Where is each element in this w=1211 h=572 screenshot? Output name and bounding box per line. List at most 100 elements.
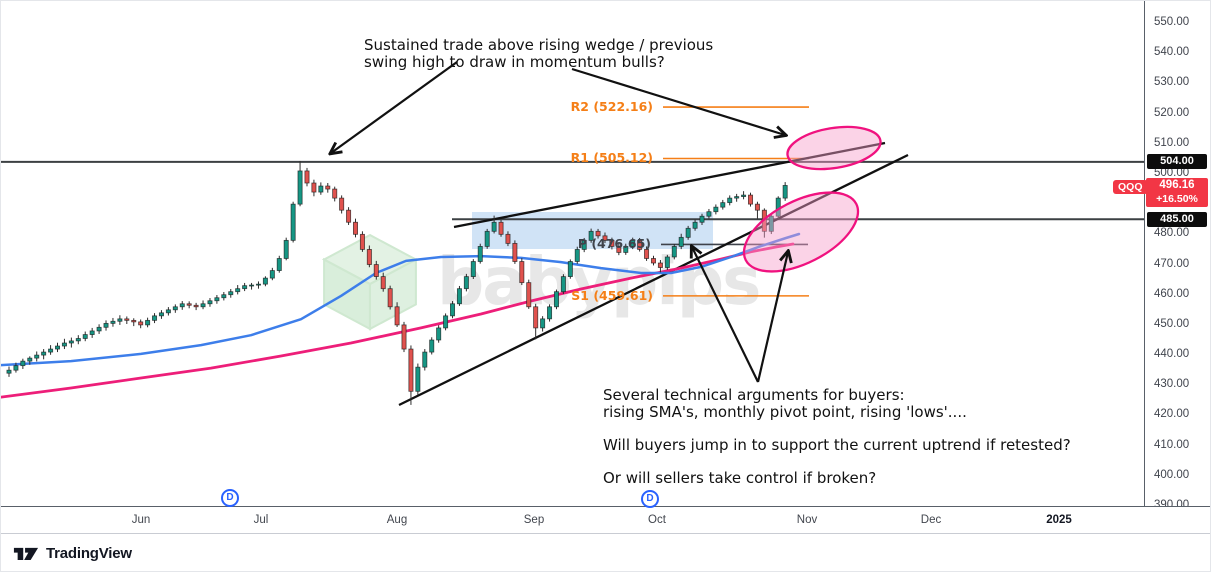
time-axis[interactable]: Jun Jul Aug Sep Oct Nov Dec 2025 — [1, 506, 1210, 534]
candle — [754, 203, 760, 211]
candle — [75, 338, 81, 342]
annotation-note-top[interactable]: Sustained trade above rising wedge / pre… — [364, 36, 714, 71]
candle — [401, 324, 407, 350]
candle — [415, 366, 421, 392]
candle — [429, 339, 435, 353]
price-axis[interactable]: 550.00540.00530.00520.00510.00500.00490.… — [1144, 1, 1210, 534]
candle — [491, 221, 497, 232]
candle — [103, 322, 109, 328]
candle — [602, 235, 608, 241]
level-price-badge-485.00: 485.00 — [1147, 211, 1207, 227]
candle — [283, 239, 289, 259]
candle — [547, 306, 553, 320]
time-label-nov: Nov — [796, 514, 818, 526]
candle — [560, 276, 566, 293]
candle — [61, 342, 67, 347]
zone-highlight-box[interactable] — [472, 212, 713, 249]
time-label-jul: Jul — [253, 514, 269, 526]
price-tick-510: 510.00 — [1154, 136, 1190, 149]
pivot-label-r1: R1 (505.12) — [570, 150, 653, 166]
watermark-text: babypips — [437, 243, 761, 320]
candlestick-series — [6, 160, 788, 405]
candle — [470, 261, 476, 277]
candle — [228, 291, 234, 296]
candle — [117, 318, 123, 322]
arrow-annotation[interactable] — [571, 67, 785, 135]
candle — [394, 306, 400, 326]
candle — [422, 351, 428, 368]
candle — [408, 348, 414, 392]
candle — [533, 306, 539, 329]
candle — [540, 318, 546, 329]
price-tick-550: 550.00 — [1154, 16, 1190, 28]
candle — [616, 246, 622, 253]
arrow-annotation[interactable] — [692, 247, 759, 383]
annotation-note-bottom[interactable]: Several technical arguments for buyers: … — [603, 386, 1071, 487]
candle — [387, 288, 393, 308]
arrow-annotation[interactable] — [756, 252, 788, 383]
pivot-label-r2: R2 (522.16) — [570, 99, 653, 115]
candle — [179, 303, 185, 308]
candle — [713, 206, 719, 213]
tradingview-logo-link[interactable]: TradingView — [13, 544, 132, 563]
candle — [734, 196, 740, 199]
arrow-annotation[interactable] — [331, 61, 458, 153]
candle — [20, 360, 26, 367]
candle — [332, 188, 338, 199]
wedge-upper-trendline[interactable] — [453, 141, 886, 229]
candle — [685, 227, 691, 238]
candle — [664, 256, 670, 268]
price-tick-450: 450.00 — [1154, 317, 1190, 330]
chart-canvas[interactable] — [1, 1, 1211, 534]
candle — [131, 319, 137, 323]
candle — [699, 215, 705, 223]
candle — [609, 239, 615, 247]
time-label-sep: Sep — [523, 514, 545, 526]
candle — [692, 221, 698, 229]
pivot-label-p: P (476.65) — [577, 236, 651, 252]
candle — [138, 321, 144, 326]
price-tick-500: 500.00 — [1154, 166, 1190, 179]
highlight-ellipse-lower[interactable] — [732, 176, 871, 288]
price-tick-460: 460.00 — [1154, 287, 1190, 300]
candle — [152, 315, 158, 321]
last-price-change: +16.50% — [1156, 193, 1198, 206]
candle — [463, 276, 469, 290]
candle — [249, 284, 255, 287]
highlight-ellipse-upper[interactable] — [784, 121, 883, 175]
candle — [48, 348, 54, 353]
sma-fast-line — [1, 232, 801, 367]
price-tick-400: 400.00 — [1154, 468, 1190, 481]
candle — [519, 261, 525, 284]
candle — [200, 303, 206, 308]
candle — [207, 300, 213, 305]
candle — [269, 270, 275, 279]
candle — [41, 351, 47, 356]
wedge-lower-trendline[interactable] — [398, 153, 909, 407]
pivot-label-s1: S1 (459.61) — [571, 287, 653, 303]
candle — [644, 249, 650, 259]
babypips-watermark: babypips — [319, 233, 761, 331]
candle — [221, 294, 227, 299]
candle — [678, 236, 684, 247]
candle — [671, 246, 677, 258]
candle — [706, 211, 712, 217]
price-tick-530: 530.00 — [1154, 76, 1190, 89]
candle — [145, 319, 151, 326]
candle — [297, 170, 303, 205]
candle — [55, 345, 61, 350]
interval-marker-d-2[interactable]: D — [641, 490, 659, 508]
candle — [13, 365, 19, 371]
candle — [588, 230, 594, 241]
interval-marker-d-1[interactable]: D — [221, 489, 239, 507]
candle — [443, 315, 449, 329]
candle — [373, 264, 379, 277]
candle — [477, 246, 483, 262]
candle — [595, 230, 601, 237]
candle — [242, 285, 248, 290]
last-price-value: 496.16 — [1159, 179, 1195, 192]
candle — [34, 354, 40, 359]
candle — [304, 170, 310, 184]
candle — [484, 230, 490, 247]
